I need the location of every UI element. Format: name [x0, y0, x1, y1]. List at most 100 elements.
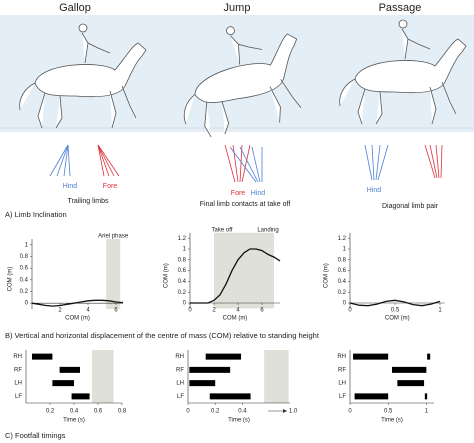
- row-label: RF: [14, 367, 22, 373]
- x-tick-label: 2: [212, 308, 216, 314]
- x-tick-label: 0: [348, 308, 352, 314]
- y-tick-label: 1: [25, 242, 29, 248]
- stance-bar: [209, 393, 251, 400]
- y-tick-label: 0.8: [338, 257, 347, 263]
- limb-label: Hind: [251, 190, 266, 197]
- limb-fan-fore: [424, 144, 443, 179]
- shaded-phase: [92, 350, 114, 403]
- stance-bar: [32, 353, 53, 360]
- section-label: C) Footfall timings: [5, 431, 66, 440]
- x-axis-label: Time (s): [63, 418, 85, 424]
- row-label: LH: [14, 381, 22, 387]
- x-tick-label: 0.4: [238, 409, 247, 415]
- annotation: Ariel phase: [98, 234, 129, 240]
- shaded-phase: [106, 239, 121, 309]
- y-tick-label: 0.6: [178, 268, 187, 274]
- y-axis-label: COM (m): [324, 263, 330, 288]
- y-tick-label: 0.4: [178, 279, 187, 285]
- limb-caption: Diagonal limb pair: [382, 203, 439, 210]
- stance-bar: [354, 393, 389, 400]
- column-title: Jump: [224, 2, 251, 14]
- y-tick-label: 1: [183, 247, 187, 253]
- x-tick-label: 0.4: [70, 409, 79, 415]
- y-tick-label: 0.2: [20, 289, 29, 295]
- x-tick-label: 4: [236, 308, 240, 314]
- com-line: [349, 299, 441, 307]
- row-label: RH: [13, 354, 22, 360]
- annotation: Landing: [257, 227, 278, 233]
- x-tick-label: 0.5: [391, 308, 400, 314]
- stance-bar: [397, 380, 425, 387]
- x-tick-label: 0.2: [211, 409, 220, 415]
- x-tick-label: 0.8: [118, 409, 127, 415]
- row-label: RH: [175, 354, 184, 360]
- com-line: [31, 299, 124, 307]
- arrow-head: [283, 409, 287, 413]
- limb-fan-hind: [364, 144, 389, 181]
- x-tick-label: 0.5: [384, 409, 393, 415]
- stance-bar: [424, 393, 428, 400]
- stance-bar: [189, 380, 216, 387]
- shaded-phase: [264, 350, 289, 403]
- stance-bar: [71, 393, 90, 400]
- y-tick-label: 0: [343, 301, 347, 307]
- y-axis-label: COM (m): [164, 263, 170, 288]
- annotation: 1.0: [289, 409, 298, 415]
- row-label: LH: [176, 381, 184, 387]
- limb-caption: Trailing limbs: [68, 198, 109, 205]
- stance-bar: [353, 353, 389, 360]
- x-tick-label: 0: [348, 409, 352, 415]
- x-axis-label: COM (m): [65, 316, 90, 322]
- x-axis-label: COM (m): [385, 316, 410, 322]
- row-label: RF: [338, 367, 346, 373]
- x-axis-label: Time (s): [381, 418, 403, 424]
- x-tick-label: 2: [58, 308, 62, 314]
- x-axis-label: Time (s): [228, 418, 250, 424]
- limb-label: Fore: [103, 183, 118, 190]
- x-axis-label: COM (m): [223, 316, 248, 322]
- annotation: Take off: [212, 227, 233, 233]
- shaded-phase: [214, 232, 274, 309]
- x-tick-label: 6: [114, 308, 118, 314]
- column-title: Gallop: [59, 2, 91, 14]
- stance-bar: [205, 353, 242, 360]
- y-tick-label: 1: [343, 247, 347, 253]
- x-tick-label: 0.6: [94, 409, 103, 415]
- limb-fan-hind: [49, 144, 71, 177]
- x-tick-label: 6: [260, 308, 264, 314]
- y-tick-label: 1.2: [338, 236, 347, 242]
- x-tick-label: 0: [186, 409, 190, 415]
- y-tick-label: 0.4: [20, 277, 29, 283]
- row-label: RH: [337, 354, 346, 360]
- y-tick-label: 1.2: [178, 236, 187, 242]
- y-axis-label: COM (m): [8, 267, 14, 292]
- row-label: LF: [15, 394, 22, 400]
- limb-fan-fore: [97, 144, 120, 177]
- limb-caption: Final limb contacts at take off: [200, 201, 291, 208]
- y-tick-label: 0.6: [20, 266, 29, 272]
- section-label: B) Vertical and horizontal displacement …: [5, 331, 320, 340]
- y-tick-label: 0.2: [338, 290, 347, 296]
- x-tick-label: 4: [86, 308, 90, 314]
- row-label: RF: [176, 367, 184, 373]
- stance-bar: [427, 353, 431, 360]
- limb-label: Hind: [63, 183, 78, 190]
- x-tick-label: 1: [438, 308, 442, 314]
- y-tick-label: 0.6: [338, 268, 347, 274]
- limb-fan-jump: [224, 144, 263, 183]
- x-tick-label: 0.2: [46, 409, 55, 415]
- stance-bar: [189, 366, 231, 373]
- section-label: A) Limb Inclination: [5, 210, 67, 219]
- stance-bar: [392, 366, 427, 373]
- x-tick-label: 0: [188, 308, 192, 314]
- stance-bar: [52, 380, 74, 387]
- limb-label: Hind: [367, 187, 382, 194]
- row-label: LF: [177, 394, 184, 400]
- row-label: LH: [338, 381, 346, 387]
- row-label: LF: [339, 394, 346, 400]
- limb-label: Fore: [231, 190, 246, 197]
- x-tick-label: 1: [425, 409, 429, 415]
- y-tick-label: 0.8: [178, 257, 187, 263]
- com-line: [190, 248, 281, 304]
